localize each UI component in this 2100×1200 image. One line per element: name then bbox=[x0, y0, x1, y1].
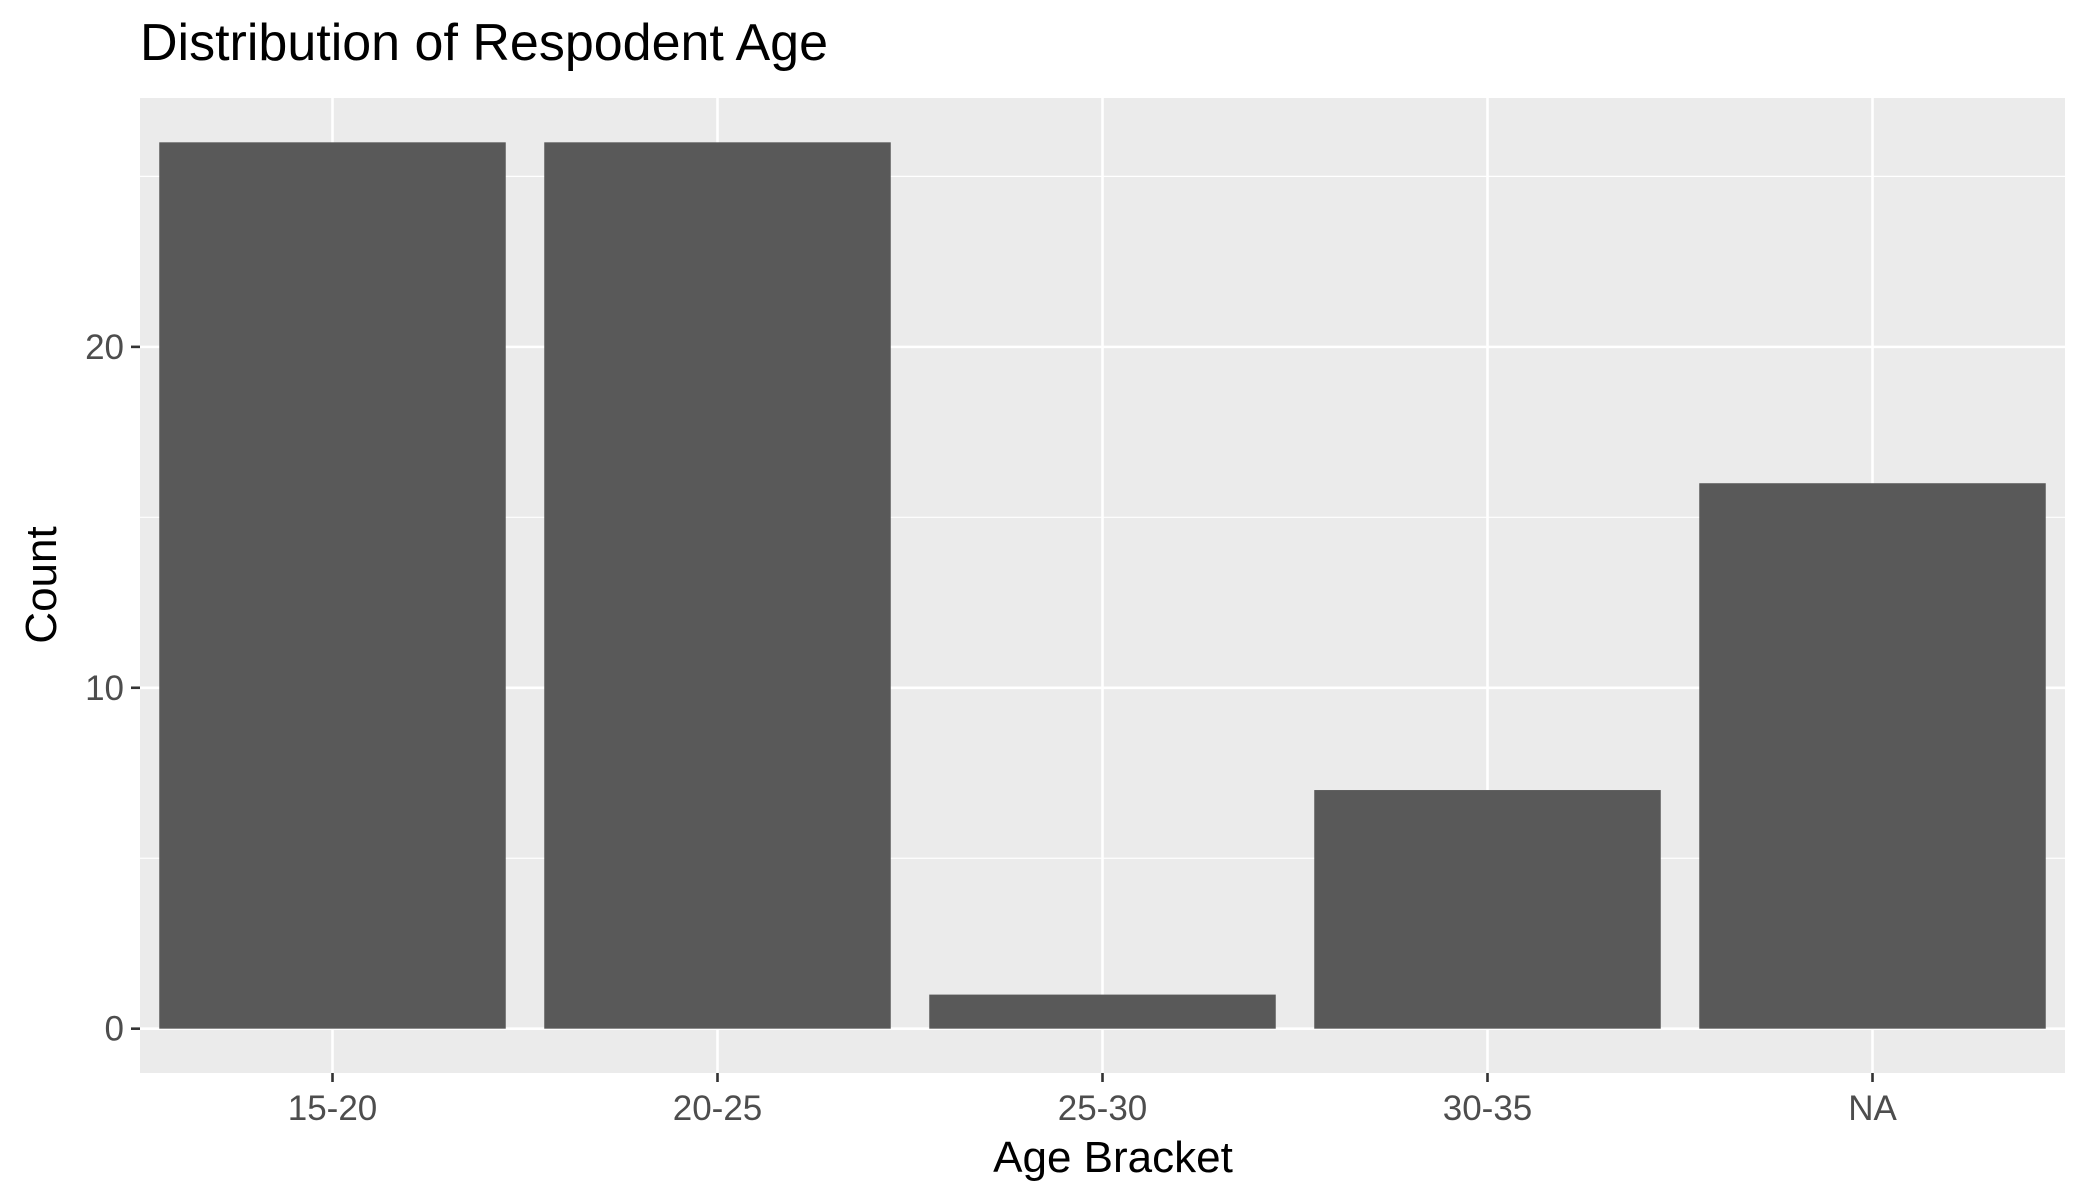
y-tick-label: 10 bbox=[85, 669, 124, 708]
bars bbox=[159, 142, 2046, 1029]
x-tick-label: 30-35 bbox=[1443, 1089, 1533, 1128]
chart-title: Distribution of Respodent Age bbox=[140, 14, 828, 72]
x-axis: 15-20 20-25 25-30 30-35 NA bbox=[288, 1073, 1897, 1128]
bar bbox=[1314, 790, 1661, 1029]
y-tick-label: 0 bbox=[105, 1010, 124, 1049]
x-tick-label: 15-20 bbox=[288, 1089, 378, 1128]
x-tick-label: 25-30 bbox=[1058, 1089, 1148, 1128]
bar bbox=[929, 994, 1276, 1029]
x-axis-title: Age Bracket bbox=[993, 1133, 1233, 1182]
x-tick-label: NA bbox=[1848, 1089, 1897, 1128]
bar bbox=[544, 142, 891, 1029]
y-axis: 0 10 20 bbox=[85, 328, 140, 1049]
y-axis-title: Count bbox=[17, 526, 66, 643]
bar bbox=[1699, 483, 2046, 1029]
x-tick-label: 20-25 bbox=[673, 1089, 763, 1128]
y-tick-label: 20 bbox=[85, 328, 124, 367]
bar bbox=[159, 142, 506, 1029]
